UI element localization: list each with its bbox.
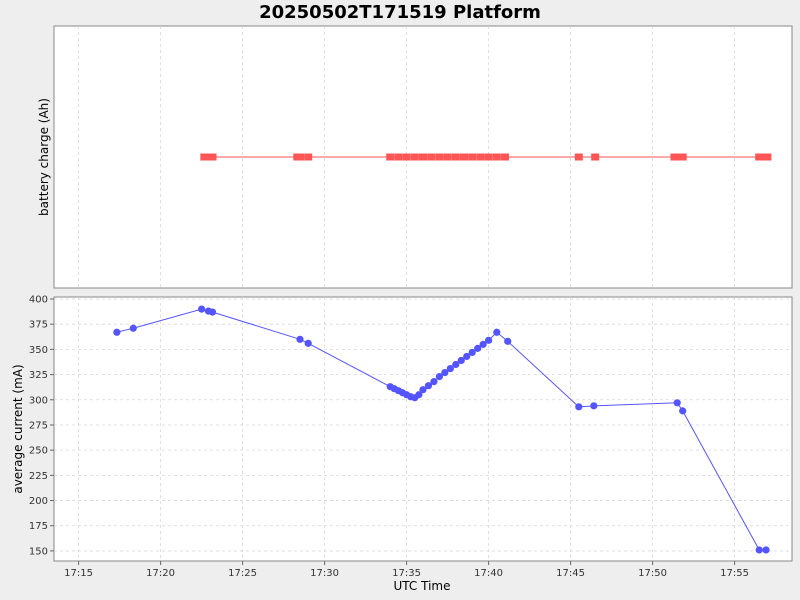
current-point	[424, 382, 433, 390]
y-tick-label: 300	[29, 395, 48, 406]
current-point	[485, 336, 493, 344]
current-point	[208, 308, 217, 316]
current-point	[762, 546, 770, 554]
x-tick-label: 17:40	[474, 568, 503, 579]
current-panel: 150 175 200 225 250 275 300 325 350 375 400 averag…	[11, 295, 793, 562]
current-point	[113, 328, 121, 336]
current-point	[474, 344, 482, 352]
current-series	[113, 305, 770, 554]
current-point	[452, 360, 460, 369]
current-point	[504, 337, 512, 345]
battery-point	[670, 153, 679, 161]
x-tick-label: 17:20	[146, 568, 175, 579]
battery-point	[435, 153, 444, 161]
current-point	[679, 407, 687, 415]
battery-point	[402, 153, 411, 161]
x-tick-label: 17:30	[310, 568, 339, 579]
x-axis-label: UTC Time	[394, 579, 451, 593]
battery-series	[200, 153, 772, 161]
battery-point	[443, 153, 452, 161]
x-tick-label: 17:50	[638, 568, 667, 579]
battery-point	[394, 153, 403, 161]
battery-point	[296, 153, 304, 161]
battery-point	[304, 153, 313, 161]
battery-point	[386, 153, 395, 161]
current-point	[441, 368, 449, 377]
y-tick-label: 175	[29, 521, 48, 532]
battery-point	[574, 153, 583, 161]
current-point	[468, 348, 476, 357]
current-point	[304, 339, 312, 347]
current-point	[575, 403, 583, 411]
battery-point	[451, 153, 460, 161]
battery-point	[427, 153, 436, 161]
y-tick-label: 250	[29, 446, 48, 457]
x-axis-ticks: 17:15 17:20 17:25 17:30 17:35 17:40 17:45 17:50…	[64, 561, 749, 579]
current-point	[296, 335, 304, 343]
x-tick-label: 17:25	[228, 568, 257, 579]
battery-charge-panel: battery charge (Ah)	[37, 25, 793, 289]
current-point	[415, 391, 423, 399]
y-tick-label: 200	[29, 496, 48, 507]
battery-grid	[78, 26, 735, 288]
battery-y-axis-label: battery charge (Ah)	[37, 98, 51, 216]
battery-point	[460, 153, 468, 161]
current-point	[198, 305, 206, 313]
y-tick-label: 275	[29, 420, 48, 431]
y-tick-label: 325	[29, 370, 48, 381]
battery-point	[476, 153, 485, 161]
current-point	[446, 364, 454, 373]
current-plot-area	[53, 296, 793, 562]
y-tick-label: 375	[29, 320, 48, 331]
battery-point	[484, 153, 493, 161]
y-tick-label: 225	[29, 471, 48, 482]
x-tick-label: 17:15	[64, 568, 93, 579]
current-point	[463, 352, 471, 361]
chart-title: 20250502T171519 Platform	[259, 2, 541, 23]
current-point	[590, 402, 598, 410]
current-y-axis-label: average current (mA)	[11, 364, 25, 493]
y-tick-label: 350	[29, 345, 48, 356]
current-grid	[54, 297, 792, 561]
current-point	[479, 340, 487, 348]
battery-point	[501, 153, 509, 161]
battery-point	[492, 153, 501, 161]
y-tick-label: 150	[29, 546, 48, 557]
battery-point	[419, 153, 427, 161]
battery-point	[468, 153, 477, 161]
battery-point	[755, 153, 764, 161]
y-tick-label: 400	[29, 295, 48, 306]
current-point	[435, 373, 443, 381]
battery-point	[591, 153, 600, 161]
x-tick-label: 17:45	[556, 568, 585, 579]
current-point	[673, 399, 681, 407]
current-point	[430, 378, 438, 386]
current-point	[755, 546, 763, 554]
x-tick-label: 17:35	[392, 568, 421, 579]
current-y-ticks: 150 175 200 225 250 275 300 325 350 375 400	[29, 295, 54, 557]
current-point	[493, 328, 501, 336]
battery-point	[678, 153, 687, 161]
current-point	[457, 356, 465, 365]
battery-point	[208, 153, 217, 161]
battery-point	[410, 153, 419, 161]
current-point	[129, 324, 137, 332]
current-point	[419, 386, 427, 394]
x-tick-label: 17:55	[720, 568, 749, 579]
battery-point	[763, 153, 772, 161]
